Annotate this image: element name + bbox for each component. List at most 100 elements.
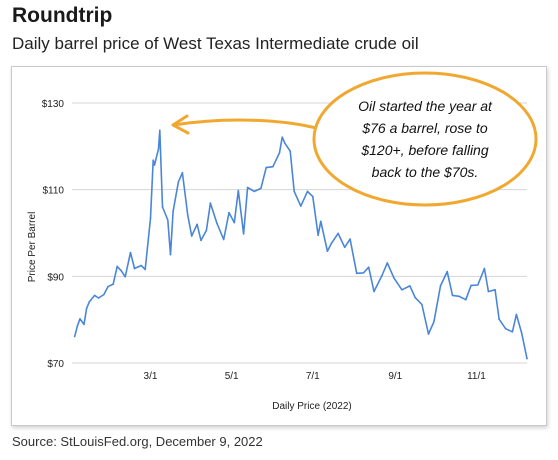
data-point [88, 301, 91, 303]
data-point [451, 294, 454, 297]
y-tick-label: $90 [47, 272, 64, 283]
data-point [367, 266, 370, 269]
data-point [343, 246, 346, 249]
data-point [129, 251, 132, 254]
annotation-arrow [172, 118, 322, 131]
data-point [414, 296, 417, 299]
data-point [83, 323, 85, 326]
data-point [386, 262, 389, 264]
data-point [242, 233, 245, 235]
data-point [97, 297, 100, 299]
chart-title: Roundtrip [12, 4, 113, 27]
data-point [133, 267, 136, 270]
data-point [157, 148, 160, 150]
data-point [237, 189, 240, 192]
data-point [319, 220, 322, 223]
annotation-line-4: back to the $70s. [372, 164, 479, 180]
data-point [172, 210, 174, 213]
data-point [470, 284, 472, 287]
data-point [144, 268, 146, 271]
data-point [272, 165, 274, 168]
data-point [494, 288, 496, 291]
y-tick-label: $70 [47, 359, 64, 370]
data-point [421, 303, 423, 306]
y-axis-ticks: $70 $90 $110 $130 [42, 99, 65, 370]
data-point [487, 290, 490, 293]
data-point [200, 239, 202, 242]
data-point [281, 136, 284, 139]
data-point [446, 270, 448, 273]
line-chart: $70 $90 $110 $130 3/1 5/1 7/1 9/1 11/1 Price Pe… [27, 71, 538, 412]
data-point [381, 274, 383, 277]
x-tick-label: 9/1 [388, 371, 402, 382]
data-point [107, 285, 109, 288]
data-point [120, 269, 123, 272]
data-point [124, 275, 127, 278]
data-point [362, 272, 365, 274]
data-point [112, 283, 115, 285]
data-point [526, 357, 528, 360]
data-point [504, 327, 507, 330]
data-point [306, 190, 309, 193]
data-point [166, 219, 169, 221]
data-point [140, 264, 142, 267]
data-point [458, 295, 460, 298]
data-points [73, 129, 528, 360]
data-point [93, 294, 96, 297]
source-note: Source: StLouisFed.org, December 9, 2022 [12, 434, 263, 449]
data-point [326, 250, 329, 252]
data-point [196, 223, 198, 226]
data-point [289, 150, 291, 152]
data-point [330, 242, 333, 245]
annotation-text: Oil started the year at $76 a barrel, ro… [358, 98, 493, 180]
data-point [427, 333, 430, 335]
x-axis-label: Daily Price (2022) [272, 401, 351, 412]
data-point [409, 285, 411, 287]
data-point [439, 285, 442, 287]
y-axis-label: Price Per Barrel [27, 212, 38, 283]
data-point [476, 284, 479, 286]
data-point [186, 214, 189, 216]
data-point [511, 331, 514, 333]
annotation-line-2: $76 a barrel, rose to [361, 120, 488, 136]
price-series-line [73, 129, 528, 359]
data-point [515, 313, 518, 316]
data-point [85, 307, 88, 310]
annotation-circle [312, 71, 538, 207]
data-point [293, 190, 295, 193]
data-point [246, 186, 249, 189]
data-point [216, 222, 218, 225]
data-point [169, 253, 172, 256]
x-tick-label: 5/1 [225, 371, 239, 382]
x-axis-ticks: 3/1 5/1 7/1 9/1 11/1 [144, 371, 487, 382]
data-point [228, 211, 230, 214]
data-point [149, 217, 152, 220]
data-point [222, 238, 225, 241]
data-point [284, 142, 286, 145]
data-point [177, 181, 180, 183]
y-tick-label: $110 [42, 186, 64, 197]
data-point [278, 152, 281, 154]
data-point [393, 277, 395, 279]
data-point [373, 290, 375, 293]
data-point [465, 298, 467, 301]
data-point [317, 234, 319, 236]
annotation-line-3: $120+, before falling [360, 142, 488, 158]
data-point [209, 202, 212, 204]
data-point [116, 265, 119, 268]
data-point [181, 171, 184, 174]
data-point [73, 335, 76, 338]
annotation-arrowhead [171, 114, 190, 135]
data-point [337, 232, 339, 235]
data-point [433, 321, 435, 323]
data-point [483, 267, 486, 270]
x-tick-label: 11/1 [467, 371, 486, 382]
data-point [498, 318, 500, 321]
data-point [161, 206, 164, 208]
data-point [260, 187, 262, 190]
x-tick-label: 3/1 [144, 371, 158, 382]
data-point [233, 221, 236, 224]
data-point [205, 229, 208, 232]
data-point [520, 332, 523, 334]
data-point [153, 164, 156, 166]
